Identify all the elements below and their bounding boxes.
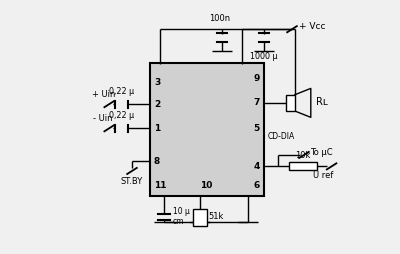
Text: 9: 9 bbox=[254, 74, 260, 83]
Text: 10k: 10k bbox=[295, 151, 310, 160]
Text: 1000 μ: 1000 μ bbox=[250, 52, 278, 61]
Text: 8: 8 bbox=[154, 157, 160, 166]
Bar bbox=[286, 95, 295, 111]
Text: + Vcc: + Vcc bbox=[299, 22, 326, 31]
Text: Rʟ: Rʟ bbox=[316, 97, 328, 107]
Text: 11: 11 bbox=[154, 181, 166, 190]
Text: 5: 5 bbox=[254, 124, 260, 133]
Text: 4: 4 bbox=[254, 162, 260, 171]
Bar bbox=[193, 209, 207, 226]
Text: To μC: To μC bbox=[310, 148, 333, 157]
Text: - Uin: - Uin bbox=[94, 114, 113, 123]
Text: 100n: 100n bbox=[210, 14, 230, 23]
Text: 51k: 51k bbox=[209, 212, 224, 221]
Text: ST.BY: ST.BY bbox=[121, 177, 143, 185]
Text: 10 μ
cm: 10 μ cm bbox=[173, 207, 190, 226]
Text: + Uin: + Uin bbox=[92, 90, 115, 99]
Text: 3: 3 bbox=[154, 78, 160, 87]
Text: 10: 10 bbox=[200, 181, 213, 190]
Text: 1: 1 bbox=[154, 124, 160, 133]
Text: 0,22 μ: 0,22 μ bbox=[109, 87, 134, 96]
Bar bbox=[150, 64, 264, 196]
Text: CD-DIA: CD-DIA bbox=[267, 132, 294, 141]
Text: 6: 6 bbox=[254, 181, 260, 190]
Text: 2: 2 bbox=[154, 100, 160, 109]
Text: 0,22 μ: 0,22 μ bbox=[109, 111, 134, 120]
Bar bbox=[289, 162, 317, 170]
Text: U ref: U ref bbox=[313, 171, 333, 180]
Text: 7: 7 bbox=[254, 98, 260, 107]
